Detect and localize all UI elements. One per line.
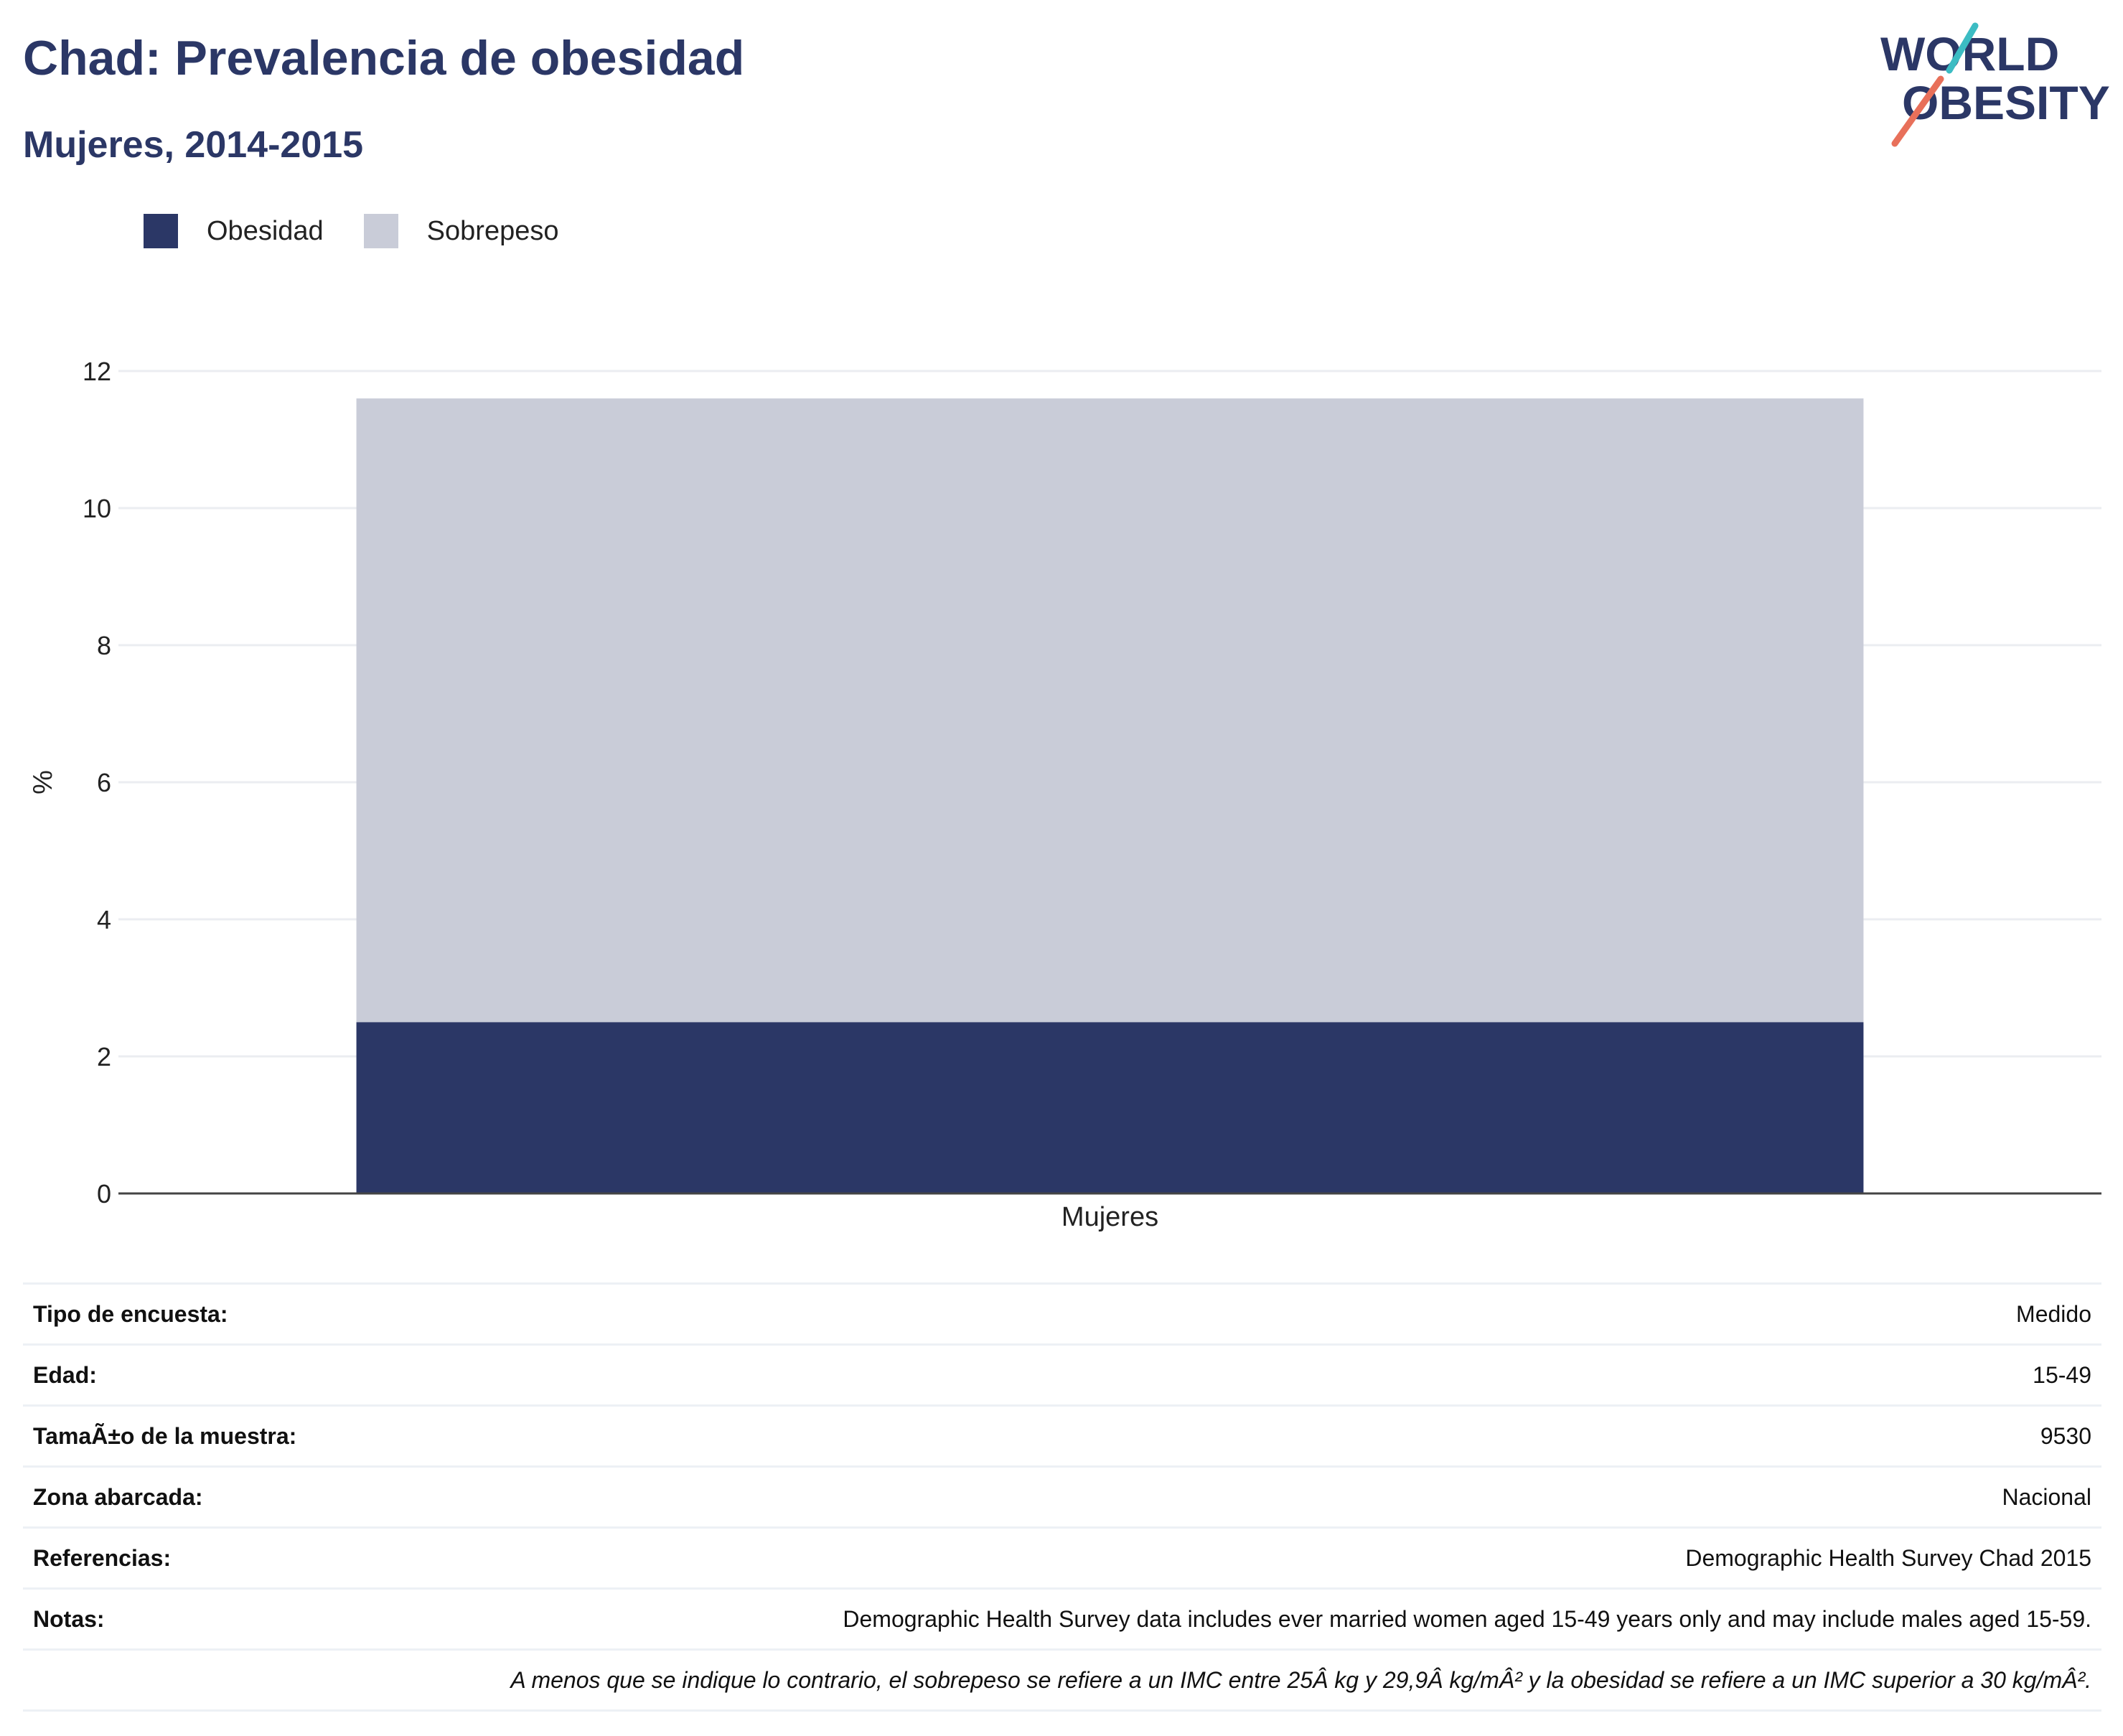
legend-item-sobrepeso[interactable]: Sobrepeso: [363, 214, 559, 248]
logo-slash-teal: [1946, 22, 1979, 74]
info-key: Edad:: [23, 1343, 416, 1406]
y-tick-label: 4: [97, 905, 111, 934]
info-key: Referencias:: [23, 1526, 416, 1589]
bar-sobrepeso-mujeres[interactable]: [356, 398, 1864, 1023]
footnote-text: A menos que se indique lo contrario, el …: [23, 1648, 2101, 1712]
chart-title: Chad: Prevalencia de obesidad: [23, 31, 745, 85]
bars: [356, 398, 1864, 1193]
y-tick-label: 2: [97, 1042, 111, 1071]
info-row-referencias: Referencias: Demographic Health Survey C…: [23, 1526, 2101, 1589]
stacked-bar-chart: 0 2 4 6 8 10 12 Mujeres %: [28, 357, 2101, 1232]
legend-swatch-sobrepeso: [363, 214, 398, 248]
y-axis-title: %: [28, 770, 58, 794]
info-value: 9530: [416, 1404, 2101, 1467]
bar-obesidad-mujeres[interactable]: [356, 1022, 1864, 1193]
world-obesity-logo: WORLD OBESITY: [1880, 22, 2110, 147]
info-key: Tipo de encuesta:: [23, 1282, 416, 1345]
logo-slash-coral: [1891, 75, 1944, 147]
info-value: Medido: [416, 1282, 2101, 1345]
chart-subtitle: Mujeres, 2014-2015: [23, 124, 364, 166]
info-row-zona-abarcada: Zona abarcada: Nacional: [23, 1465, 2101, 1528]
info-value: Demographic Health Survey data includes …: [416, 1587, 2101, 1650]
y-tick-label: 10: [83, 494, 111, 523]
info-key: Zona abarcada:: [23, 1465, 416, 1528]
info-key: Notas:: [23, 1587, 416, 1650]
legend-label-sobrepeso: Sobrepeso: [426, 215, 559, 246]
chart-legend: Obesidad Sobrepeso: [144, 214, 599, 248]
info-row-notas: Notas: Demographic Health Survey data in…: [23, 1587, 2101, 1650]
info-row-edad: Edad: 15-49: [23, 1343, 2101, 1406]
info-key: TamaÃ±o de la muestra:: [23, 1404, 416, 1467]
info-value: 15-49: [416, 1343, 2101, 1406]
legend-item-obesidad[interactable]: Obesidad: [144, 214, 324, 248]
y-axis-ticks: 0 2 4 6 8 10 12: [83, 357, 111, 1209]
y-tick-label: 12: [83, 357, 111, 386]
info-value: Demographic Health Survey Chad 2015: [416, 1526, 2101, 1589]
info-row-tipo-encuesta: Tipo de encuesta: Medido: [23, 1282, 2101, 1345]
info-value: Nacional: [416, 1465, 2101, 1528]
x-category-label: Mujeres: [1062, 1202, 1158, 1232]
info-row-footnote: A menos que se indique lo contrario, el …: [23, 1648, 2101, 1712]
info-row-tamano-muestra: TamaÃ±o de la muestra: 9530: [23, 1404, 2101, 1467]
legend-label-obesidad: Obesidad: [207, 215, 324, 246]
legend-swatch-obesidad: [144, 214, 178, 248]
y-tick-label: 0: [97, 1179, 111, 1209]
survey-info-table: Tipo de encuesta: Medido Edad: 15-49 Tam…: [23, 1282, 2101, 1712]
y-tick-label: 6: [97, 768, 111, 797]
y-tick-label: 8: [97, 631, 111, 660]
